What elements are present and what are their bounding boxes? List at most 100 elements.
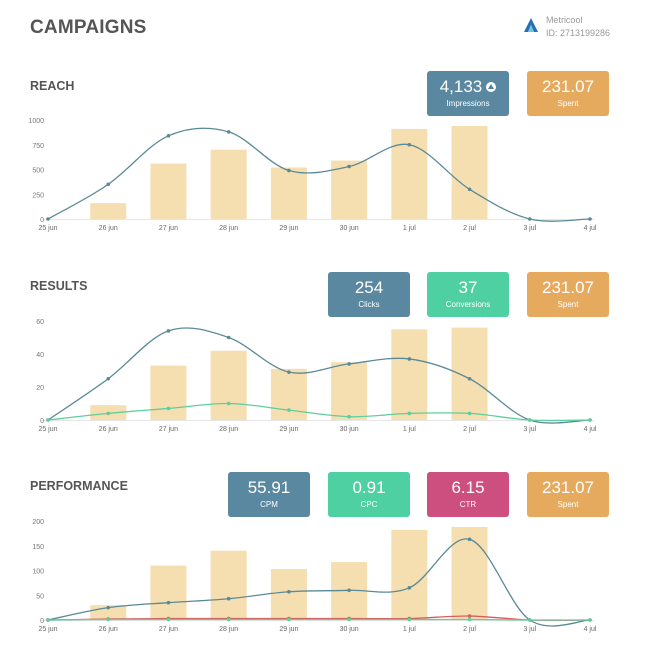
page-title: CAMPAIGNS — [30, 17, 147, 38]
performance-y-tick-label: 150 — [32, 544, 44, 551]
reach-bar — [270, 167, 307, 219]
performance-x-tick-label: 30 jun — [340, 626, 359, 633]
reach-bar — [150, 163, 187, 219]
reach-y-tick-label: 750 — [32, 143, 44, 150]
results-x-tick-label: 4 jul — [584, 426, 597, 433]
results-x-tick-label: 28 jun — [219, 426, 238, 433]
kpi-cpm: 55.91 CPM — [228, 472, 310, 517]
results-bar — [451, 327, 488, 420]
performance-bar — [270, 569, 307, 620]
brand-block: Metricool ID: 2713199286 — [522, 14, 610, 40]
results-section-title: RESULTS — [30, 279, 88, 293]
performance-series-line — [47, 538, 591, 627]
performance-series-line — [47, 615, 591, 621]
results-y-tick-label: 40 — [36, 352, 44, 359]
results-x-tick-label: 3 jul — [523, 426, 536, 433]
results-series-point — [106, 411, 111, 416]
kpi-reach-spent-label: Spent — [557, 99, 579, 108]
kpi-conversions: 37 Conversions — [427, 272, 509, 317]
reach-y-tick-label: 1000 — [28, 118, 44, 125]
reach-series-line — [47, 127, 591, 222]
results-bar — [150, 365, 187, 420]
reach-x-tick-label: 26 jun — [99, 225, 118, 232]
performance-series-point — [407, 586, 412, 590]
kpi-conversions-value: 37 — [458, 278, 478, 297]
kpi-ctr-label: CTR — [459, 500, 477, 509]
results-x-tick-label: 1 jul — [403, 426, 416, 433]
performance-bar — [150, 565, 187, 620]
results-series-line — [47, 327, 591, 424]
performance-series-point — [467, 617, 472, 622]
results-bar — [210, 350, 247, 420]
performance-series-point — [166, 617, 171, 622]
results-series-point — [588, 418, 592, 422]
kpi-impressions: 4,133 Impressions — [427, 71, 509, 116]
performance-x-tick-label: 4 jul — [584, 626, 597, 633]
reach-y-tick-label: 250 — [32, 192, 44, 199]
reach-chart: 0 250 500 750 1000 25 jun 26 jun 27 jun 28 jun 29… — [28, 118, 596, 232]
results-series-line — [47, 402, 591, 422]
results-y-tick-label: 20 — [36, 385, 44, 392]
performance-y-tick-label: 0 — [40, 618, 44, 625]
performance-series-point — [287, 589, 291, 594]
reach-series-point — [527, 217, 532, 221]
results-x-tick-label: 26 jun — [99, 426, 118, 433]
kpi-results-spent: 231.07 Spent — [527, 272, 609, 317]
performance-y-tick-label: 50 — [36, 593, 44, 600]
performance-series-point — [347, 588, 351, 593]
performance-x-tick-label: 29 jun — [279, 626, 298, 633]
reach-series-point — [407, 142, 412, 147]
kpi-ctr: 6.15 CTR — [427, 472, 509, 517]
kpi-cpm-label: CPM — [260, 500, 278, 509]
reach-series-point — [166, 134, 171, 138]
kpi-results-spent-label: Spent — [557, 300, 579, 309]
performance-bar — [391, 529, 428, 620]
reach-x-tick-label: 25 jun — [38, 225, 57, 232]
performance-series-point — [166, 600, 171, 605]
performance-y-tick-label: 200 — [32, 519, 44, 526]
kpi-reach-spent-value: 231.07 — [542, 77, 594, 96]
kpi-performance-spent: 231.07 Spent — [527, 472, 609, 517]
results-series-point — [347, 362, 351, 366]
performance-series-point — [287, 617, 291, 622]
results-chart: 0 20 40 60 25 jun 26 jun 27 jun 28 jun 29 jun 30 … — [36, 319, 597, 433]
reach-y-tick-label: 0 — [40, 217, 44, 224]
kpi-conversions-label: Conversions — [445, 300, 491, 309]
performance-series-point — [527, 618, 532, 622]
reach-section-title: REACH — [30, 79, 75, 93]
kpi-reach-spent: 231.07 Spent — [527, 71, 609, 116]
reach-series-point — [226, 130, 231, 134]
reach-x-tick-label: 1 jul — [403, 225, 416, 232]
reach-bar — [331, 160, 368, 219]
performance-series-point — [588, 618, 592, 622]
results-series-point — [106, 376, 111, 381]
reach-bar — [210, 149, 247, 219]
results-series-point — [467, 411, 472, 416]
results-x-tick-label: 2 jul — [463, 426, 476, 433]
reach-series-point — [287, 168, 291, 173]
results-series-point — [166, 406, 171, 411]
kpi-clicks-label: Clicks — [358, 300, 380, 309]
reach-bar — [391, 128, 428, 219]
results-x-tick-label: 29 jun — [279, 426, 298, 433]
performance-x-tick-label: 28 jun — [219, 626, 238, 633]
results-bar — [331, 362, 368, 420]
performance-x-tick-label: 25 jun — [38, 626, 57, 633]
kpi-cpc-value: 0.91 — [352, 478, 386, 497]
performance-series-point — [46, 618, 50, 622]
performance-x-tick-label: 1 jul — [403, 626, 416, 633]
kpi-performance-spent-value: 231.07 — [542, 478, 594, 497]
reach-series-point — [106, 182, 111, 187]
results-x-tick-label: 25 jun — [38, 426, 57, 433]
results-series-point — [226, 401, 231, 406]
results-series-point — [407, 357, 412, 361]
kpi-cpm-value: 55.91 — [247, 478, 291, 497]
results-series-point — [287, 408, 291, 412]
brand-name: Metricool — [545, 15, 583, 25]
kpi-impressions-value: 4,133 — [439, 77, 483, 96]
performance-bar — [210, 550, 247, 620]
results-series-point — [347, 414, 351, 419]
reach-series-point — [467, 187, 472, 192]
kpi-clicks: 254 Clicks — [328, 272, 410, 317]
reach-x-tick-label: 3 jul — [523, 225, 536, 232]
